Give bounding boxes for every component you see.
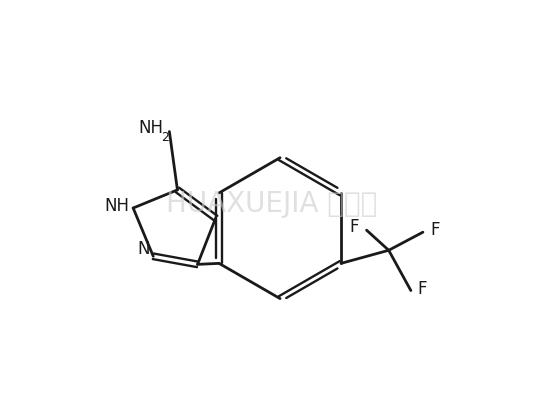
Text: F: F: [417, 279, 427, 297]
Text: HUAXUEJIA 化学加: HUAXUEJIA 化学加: [166, 190, 378, 218]
Text: F: F: [349, 218, 358, 236]
Text: N: N: [137, 240, 150, 258]
Text: 2: 2: [162, 131, 169, 144]
Text: NH: NH: [104, 197, 129, 215]
Text: NH: NH: [139, 119, 164, 137]
Text: F: F: [430, 221, 440, 239]
